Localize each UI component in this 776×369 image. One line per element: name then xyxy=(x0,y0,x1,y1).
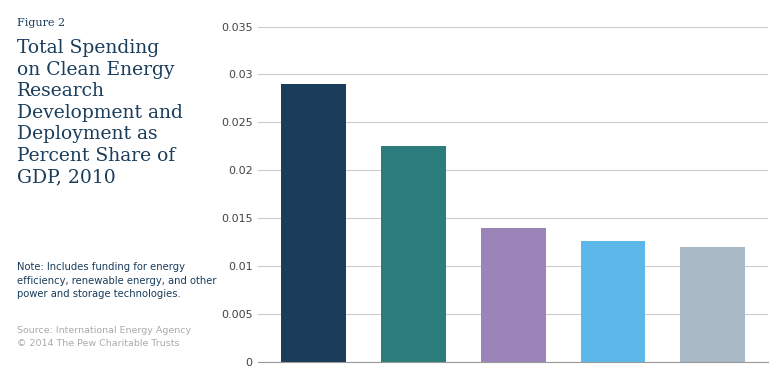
Text: Note: Includes funding for energy
efficiency, renewable energy, and other
power : Note: Includes funding for energy effici… xyxy=(17,262,217,299)
Bar xyxy=(481,228,546,362)
Bar xyxy=(681,247,745,362)
Bar xyxy=(580,241,646,362)
Text: Figure 2: Figure 2 xyxy=(17,18,65,28)
Text: Source: International Energy Agency
© 2014 The Pew Charitable Trusts: Source: International Energy Agency © 20… xyxy=(17,326,191,348)
Bar xyxy=(282,84,346,362)
Text: Total Spending
on Clean Energy
Research
Development and
Deployment as
Percent Sh: Total Spending on Clean Energy Research … xyxy=(17,39,183,186)
Bar xyxy=(381,146,446,362)
